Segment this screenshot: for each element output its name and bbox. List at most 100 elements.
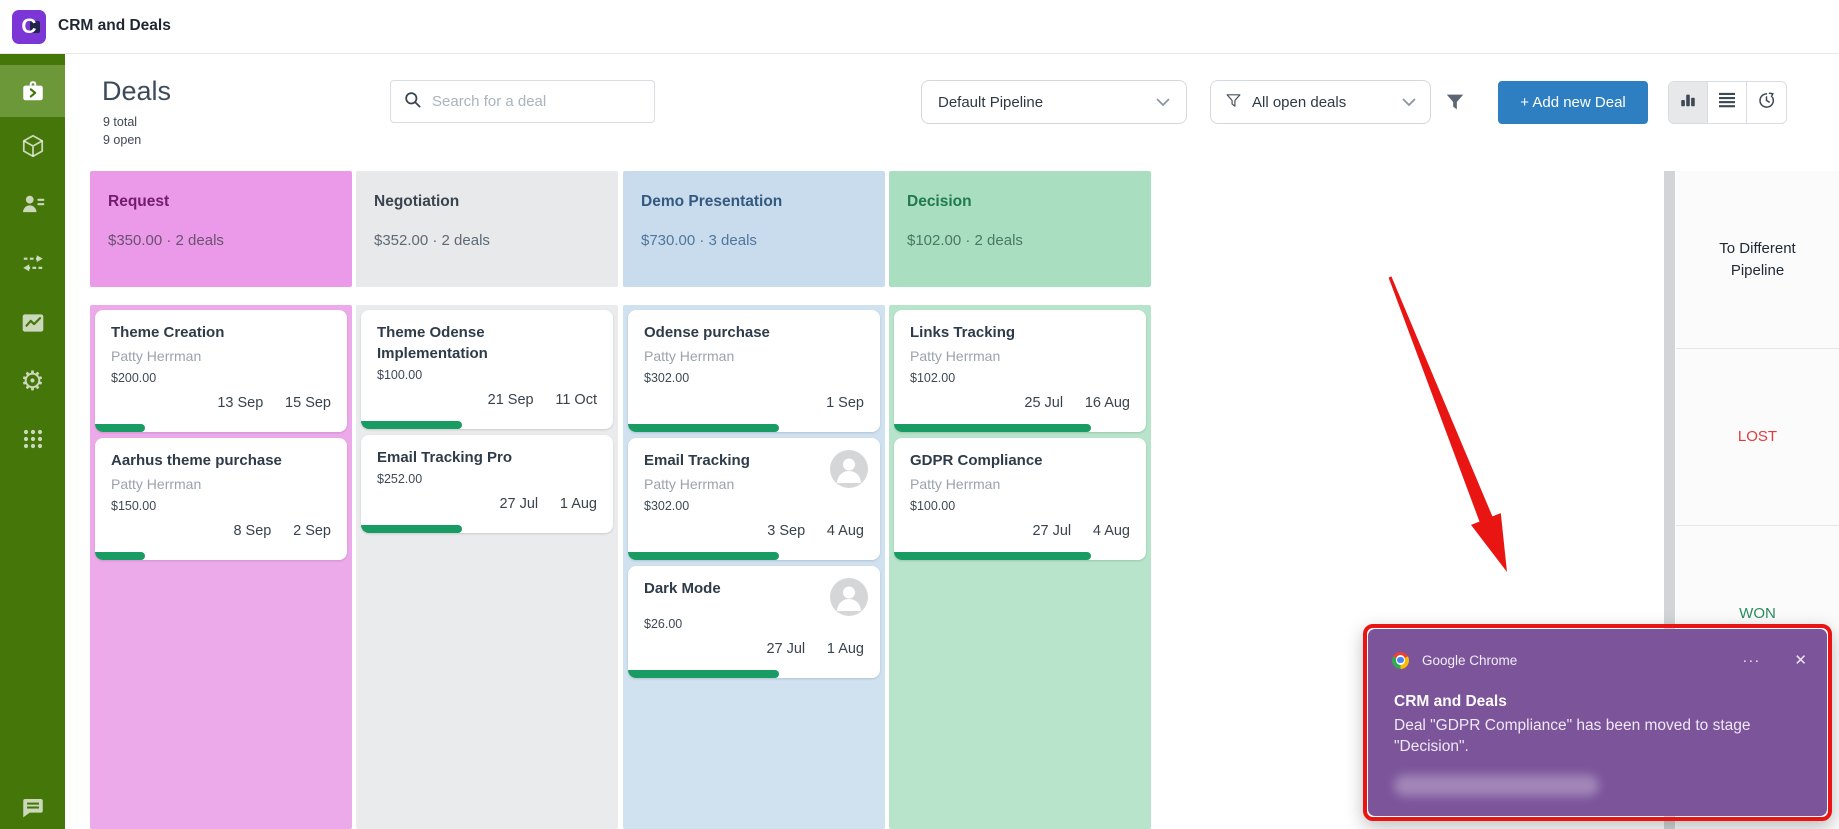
deal-dates: 25 Jul 16 Aug <box>1024 395 1130 411</box>
history-view-button[interactable] <box>1747 82 1786 123</box>
logo-accent <box>30 21 40 33</box>
notification-app-name: Google Chrome <box>1422 652 1518 668</box>
bar-chart-icon <box>1679 91 1697 114</box>
deal-card[interactable]: Links Tracking Patty Herrman $102.00 25 … <box>894 310 1146 432</box>
deal-dates: 13 Sep 15 Sep <box>217 395 331 411</box>
board-column-demo-presentation: Demo Presentation $730.00 · 3 deals Oden… <box>623 171 885 829</box>
deal-counts: 9 total 9 open <box>103 113 141 149</box>
page-title: Deals <box>102 76 172 106</box>
kanban-view-button[interactable] <box>1669 82 1708 123</box>
deal-card[interactable]: Email Tracking Pro $252.00 27 Jul 1 Aug <box>361 435 613 533</box>
sidebar-item-contacts[interactable] <box>0 178 65 230</box>
progress-bar <box>95 552 146 560</box>
column-summary: $102.00 · 2 deals <box>907 232 1023 249</box>
deal-owner: Patty Herrman <box>111 348 202 364</box>
deals-filter-select[interactable]: All open deals <box>1210 80 1431 124</box>
open-count: 9 open <box>103 133 142 147</box>
logo-letter: C <box>21 15 37 38</box>
progress-bar <box>628 424 780 432</box>
deal-owner: Patty Herrman <box>910 348 1001 364</box>
total-count: 9 total <box>103 115 138 129</box>
deal-title: Dark Mode <box>644 580 721 597</box>
drop-zone-different-pipeline[interactable]: To Different Pipeline <box>1676 171 1839 348</box>
apps-grid-icon <box>21 427 45 451</box>
annotation-arrow <box>1388 276 1507 572</box>
board-column-decision: Decision $102.00 · 2 deals Links Trackin… <box>889 171 1151 829</box>
deal-amount: $150.00 <box>111 499 157 513</box>
deal-card[interactable]: GDPR Compliance Patty Herrman $100.00 27… <box>894 438 1146 560</box>
sidebar-item-feedback[interactable] <box>0 782 65 829</box>
top-bar: C CRM and Deals <box>0 0 1839 54</box>
chat-bubble-icon <box>20 795 46 821</box>
column-header: Request $350.00 · 2 deals <box>90 171 352 287</box>
deal-owner: Patty Herrman <box>111 476 202 492</box>
deal-search <box>390 80 655 123</box>
avatar <box>830 578 868 621</box>
add-new-deal-button[interactable]: + Add new Deal <box>1498 81 1648 124</box>
search-icon <box>403 90 422 114</box>
redacted-text-blur <box>1394 775 1599 796</box>
drop-zone-won[interactable]: WON <box>1676 525 1839 702</box>
column-title: Negotiation <box>374 193 460 210</box>
deal-dates: 27 Jul 4 Aug <box>1032 523 1130 539</box>
annotation-box <box>1363 624 1832 821</box>
deal-amount: $252.00 <box>377 472 423 486</box>
deal-amount: $102.00 <box>910 371 956 385</box>
sidebar-item-apps[interactable] <box>0 413 65 465</box>
deal-amount: $26.00 <box>644 617 683 631</box>
chrome-icon <box>1392 651 1409 669</box>
drop-zone-lost[interactable]: LOST <box>1676 348 1839 525</box>
notification-title: CRM and Deals <box>1394 693 1507 710</box>
deal-dates: 21 Sep 11 Oct <box>487 392 597 408</box>
deal-title: GDPR Compliance <box>910 452 1043 469</box>
deal-title: Theme Creation <box>111 324 225 341</box>
progress-bar <box>894 424 1091 432</box>
column-body: Odense purchase Patty Herrman $302.00 1 … <box>623 305 885 829</box>
deal-dates: 1 Sep <box>826 395 864 411</box>
deal-card[interactable]: Aarhus theme purchase Patty Herrman $150… <box>95 438 347 560</box>
deal-card[interactable]: Dark Mode $26.00 27 Jul 1 Aug <box>628 566 880 678</box>
sidebar-item-transfers[interactable] <box>0 237 65 289</box>
deal-title: Email Tracking <box>644 452 750 469</box>
sidebar-item-products[interactable] <box>0 120 65 172</box>
history-clock-icon <box>1757 91 1776 115</box>
search-input[interactable] <box>432 93 642 110</box>
sidebar-item-reports[interactable] <box>0 297 65 349</box>
deal-card[interactable]: Theme Odense Implementation $100.00 21 S… <box>361 310 613 429</box>
sidebar-item-settings[interactable]: ⚙ <box>0 355 65 407</box>
deal-card[interactable]: Odense purchase Patty Herrman $302.00 1 … <box>628 310 880 432</box>
chart-image-icon <box>20 310 46 336</box>
transfer-arrows-icon <box>20 250 46 276</box>
deal-card[interactable]: Email Tracking Patty Herrman $302.00 3 S… <box>628 438 880 560</box>
progress-bar <box>361 421 462 429</box>
more-options-icon[interactable]: ··· <box>1742 651 1761 669</box>
column-body: Theme Creation Patty Herrman $200.00 13 … <box>90 305 352 829</box>
package-icon <box>20 133 46 159</box>
close-icon[interactable]: ✕ <box>1794 652 1807 669</box>
drop-zone-label: LOST <box>1737 428 1778 445</box>
funnel-outline-icon <box>1225 92 1242 113</box>
progress-bar <box>894 552 1091 560</box>
progress-bar <box>95 424 146 432</box>
pipeline-select[interactable]: Default Pipeline <box>921 80 1187 124</box>
sidebar: ⚙ <box>0 54 65 829</box>
app-title: CRM and Deals <box>58 17 171 34</box>
deal-dates: 3 Sep 4 Aug <box>767 523 864 539</box>
filter-solid-icon[interactable] <box>1444 91 1466 118</box>
column-title: Decision <box>907 193 972 210</box>
progress-bar <box>628 552 780 560</box>
deal-amount: $302.00 <box>644 371 690 385</box>
avatar <box>830 450 868 493</box>
sidebar-item-deals[interactable] <box>0 65 65 117</box>
deal-card[interactable]: Theme Creation Patty Herrman $200.00 13 … <box>95 310 347 432</box>
chrome-notification[interactable]: Google Chrome ··· ✕ CRM and Deals Deal "… <box>1368 629 1827 816</box>
deals-filter-value: All open deals <box>1252 93 1347 111</box>
deal-amount: $302.00 <box>644 499 690 513</box>
board-column-negotiation: Negotiation $352.00 · 2 deals Theme Oden… <box>356 171 618 829</box>
deal-amount: $100.00 <box>910 499 956 513</box>
deal-title: Theme Odense Implementation <box>377 324 488 362</box>
vertical-scrollbar[interactable] <box>1664 171 1675 829</box>
column-body: Theme Odense Implementation $100.00 21 S… <box>356 305 618 829</box>
deal-dates: 27 Jul 1 Aug <box>766 641 864 657</box>
list-view-button[interactable] <box>1708 82 1747 123</box>
